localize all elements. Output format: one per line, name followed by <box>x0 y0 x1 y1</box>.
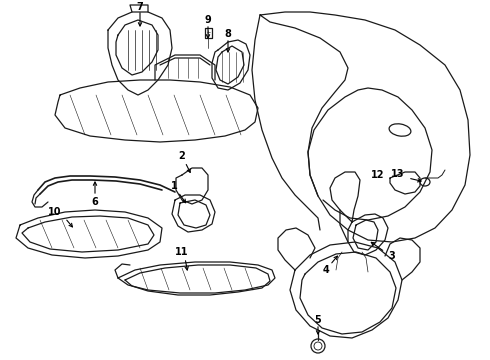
Text: 10: 10 <box>48 207 62 217</box>
Text: 8: 8 <box>224 29 231 39</box>
Text: 5: 5 <box>315 315 321 325</box>
Text: 13: 13 <box>391 169 405 179</box>
Text: 12: 12 <box>371 170 385 180</box>
Text: 1: 1 <box>171 181 177 191</box>
Text: 2: 2 <box>179 151 185 161</box>
Text: 3: 3 <box>389 251 395 261</box>
Text: 11: 11 <box>175 247 189 257</box>
Text: 4: 4 <box>322 265 329 275</box>
Text: 6: 6 <box>92 197 98 207</box>
Text: 7: 7 <box>137 2 144 12</box>
Text: 9: 9 <box>205 15 211 25</box>
